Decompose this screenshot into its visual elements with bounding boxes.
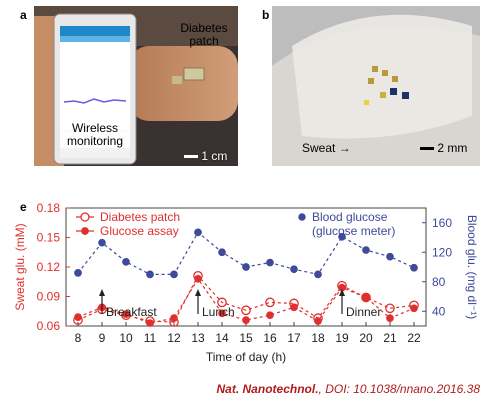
y-right-tick-label: 120 xyxy=(432,245,452,259)
patch-electrodes xyxy=(368,66,398,84)
data-point-2-1 xyxy=(98,238,106,247)
data-point-1-5 xyxy=(194,274,202,283)
y-right-tick-label: 160 xyxy=(432,216,452,230)
y-right-tick-label: 80 xyxy=(432,275,446,289)
data-point-0-13 xyxy=(385,303,395,314)
x-tick-label: 9 xyxy=(99,331,106,345)
data-point-2-10 xyxy=(314,270,322,279)
legend-blood-glucose-label: Blood glucose xyxy=(312,210,388,224)
scale-bar-a-label: 1 cm xyxy=(184,150,227,163)
x-tick-label: 17 xyxy=(287,331,301,345)
y-left-tick-label: 0.12 xyxy=(37,260,61,274)
data-point-0-6 xyxy=(217,297,227,308)
photo-wireless-monitoring: Diabetes patch Wireless monitoring 1 cm xyxy=(34,6,238,166)
data-point-2-11 xyxy=(338,232,346,241)
x-tick-label: 13 xyxy=(191,331,205,345)
x-tick-label: 14 xyxy=(215,331,229,345)
x-tick-label: 22 xyxy=(407,331,421,345)
y-left-tick-label: 0.15 xyxy=(37,231,61,245)
label-sweat: Sweat → xyxy=(302,141,351,155)
glucose-trace xyxy=(63,98,127,104)
data-point-1-3 xyxy=(146,319,154,327)
data-point-2-2 xyxy=(122,257,130,266)
legend-blood-glucose-sublabel: (glucose meter) xyxy=(312,224,395,238)
patch-sensor xyxy=(183,67,205,81)
meal-label-1: Lunch xyxy=(202,305,235,319)
meal-arrow-head-1 xyxy=(195,289,201,296)
data-point-2-13 xyxy=(386,252,394,261)
meal-label-0: Breakfast xyxy=(106,305,157,319)
flexible-patch xyxy=(292,14,472,139)
panel-letter-e: e xyxy=(20,200,27,214)
data-point-2-0 xyxy=(74,269,82,277)
data-point-1-12 xyxy=(362,293,370,302)
panel-letter-a: a xyxy=(20,8,27,22)
data-point-2-6 xyxy=(218,248,226,257)
legend-glucose-assay-marker xyxy=(81,227,89,235)
meal-label-2: Dinner xyxy=(346,305,381,319)
citation: Nat. Nanotechnol., DOI: 10.1038/nnano.20… xyxy=(216,382,480,396)
data-point-1-6 xyxy=(218,309,226,318)
x-tick-label: 8 xyxy=(75,331,82,345)
scale-bar-b-label: 2 mm xyxy=(420,142,467,155)
x-tick-label: 10 xyxy=(119,331,133,345)
y-left-tick-label: 0.18 xyxy=(37,201,61,215)
x-tick-label: 12 xyxy=(167,331,181,345)
data-point-0-12 xyxy=(361,292,371,303)
data-point-1-7 xyxy=(242,316,250,324)
x-tick-label: 18 xyxy=(311,331,325,345)
legend-diabetes-patch-marker xyxy=(80,212,90,222)
data-point-2-8 xyxy=(266,258,274,267)
x-tick-label: 16 xyxy=(263,331,277,345)
glucose-chart: 0.06 0.09 0.12 0.15 0.18 40 80 120 160 8 9 10 11 12 13… xyxy=(13,201,479,364)
legend-diabetes-patch-label: Diabetes patch xyxy=(100,210,180,224)
data-point-2-7 xyxy=(242,263,250,271)
legend-glucose-assay-label: Glucose assay xyxy=(100,224,179,238)
data-point-2-4 xyxy=(170,270,178,279)
y-right-tick-label: 40 xyxy=(432,304,446,318)
series-line-0 xyxy=(77,274,415,323)
data-point-0-8 xyxy=(265,297,275,308)
data-point-1-4 xyxy=(170,314,178,322)
x-tick-label: 19 xyxy=(335,331,349,345)
legend-blood-glucose-marker xyxy=(298,213,306,221)
data-point-1-14 xyxy=(410,304,418,313)
data-point-1-8 xyxy=(266,311,274,320)
data-point-2-12 xyxy=(362,246,370,254)
x-tick-label: 20 xyxy=(359,331,373,345)
data-point-1-10 xyxy=(314,317,322,325)
x-tick-label: 15 xyxy=(239,331,253,345)
data-point-2-5 xyxy=(194,228,202,237)
data-point-0-7 xyxy=(241,305,251,316)
series-line-1 xyxy=(77,277,415,324)
meal-arrow-head-0 xyxy=(99,289,105,296)
data-point-1-9 xyxy=(290,303,298,312)
photo-b-illustration xyxy=(272,6,480,166)
data-point-2-9 xyxy=(290,265,298,274)
arm xyxy=(129,46,238,121)
y-right-axis-label: Blood glu. (mg dl⁻¹) xyxy=(465,215,479,319)
data-point-1-13 xyxy=(386,314,394,322)
meal-arrow-head-2 xyxy=(339,289,345,296)
data-point-2-3 xyxy=(146,270,154,279)
data-point-2-14 xyxy=(410,263,418,272)
label-wireless-monitoring: Wireless monitoring xyxy=(60,122,130,148)
x-tick-label: 21 xyxy=(383,331,397,345)
panel-letter-b: b xyxy=(262,8,270,22)
y-left-tick-label: 0.09 xyxy=(37,290,61,304)
data-point-1-0 xyxy=(74,313,82,322)
x-axis-label: Time of day (h) xyxy=(206,350,286,364)
label-diabetes-patch: Diabetes patch xyxy=(180,21,228,48)
y-left-axis-label: Sweat glu. (mM) xyxy=(13,223,27,310)
x-tick-label: 11 xyxy=(144,331,157,345)
data-point-1-2 xyxy=(122,310,130,319)
y-left-tick-label: 0.06 xyxy=(37,319,61,333)
photo-sweat-patch: Sweat → 2 mm xyxy=(272,6,480,166)
